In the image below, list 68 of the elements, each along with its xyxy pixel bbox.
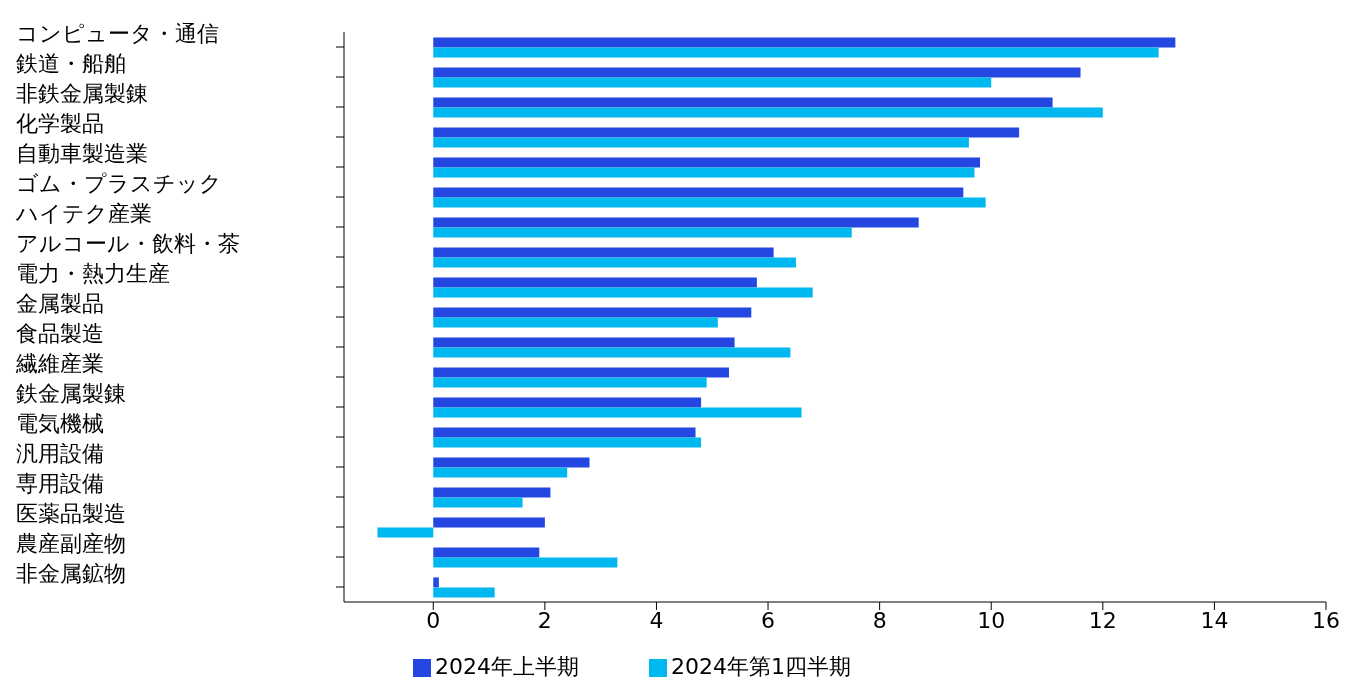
y-tick-label: 金属製品: [16, 291, 104, 316]
x-tick-label: 12: [1088, 607, 1117, 633]
x-tick-label: 8: [872, 607, 887, 633]
bar: [433, 97, 1053, 108]
x-tick-label: 2: [537, 607, 552, 633]
bar: [377, 527, 434, 538]
bar: [433, 217, 919, 228]
y-tick-label: 非金属鉱物: [16, 561, 126, 586]
bar: [433, 517, 545, 528]
x-tick-label: 14: [1200, 607, 1229, 633]
y-tick-label: ハイテク産業: [15, 201, 152, 226]
bar: [433, 197, 986, 208]
bar: [433, 187, 964, 198]
bar: [433, 577, 439, 588]
bar: [433, 157, 981, 168]
legend-label: 2024年第1四半期: [671, 654, 851, 679]
bar: [433, 487, 551, 498]
bar: [433, 307, 752, 318]
x-tick-label: 10: [977, 607, 1006, 633]
x-tick-label: 16: [1312, 607, 1340, 633]
bar: [433, 77, 992, 88]
bar: [433, 47, 1159, 58]
bar: [433, 497, 523, 508]
bar: [433, 317, 718, 328]
x-tick-label: 0: [426, 607, 441, 633]
bar: [433, 377, 707, 388]
y-tick-label: コンピュータ・通信: [16, 21, 219, 46]
y-tick-label: 医薬品製造: [16, 501, 126, 526]
bar: [433, 427, 696, 438]
y-tick-label: ゴム・プラスチック: [16, 171, 222, 196]
bar: [433, 547, 540, 558]
bar: [433, 397, 702, 408]
y-tick-label: 電力・熱力生産: [16, 261, 170, 286]
bar: [433, 67, 1081, 78]
bar: [433, 407, 802, 418]
bar: [433, 277, 757, 288]
y-tick-label: 繊維産業: [15, 351, 104, 376]
bar: [433, 127, 1020, 138]
bar: [433, 337, 735, 348]
y-tick-label: 電気機械: [16, 411, 104, 436]
y-tick-label: 鉄金属製錬: [16, 381, 126, 406]
bar: [433, 587, 495, 598]
bar: [433, 557, 618, 568]
x-tick-label: 4: [649, 607, 664, 633]
y-tick-label: 汎用設備: [16, 441, 104, 466]
x-tick-label: 6: [761, 607, 776, 633]
bar: [433, 37, 1176, 48]
y-tick-label: 農産副産物: [16, 531, 126, 556]
y-tick-label: 非鉄金属製錬: [16, 81, 148, 106]
y-tick-label: 食品製造: [16, 321, 104, 346]
bar: [433, 457, 590, 468]
bar: [433, 247, 774, 258]
bar: [433, 467, 568, 478]
bar: [433, 167, 975, 178]
bar: [433, 367, 729, 378]
y-tick-label: 鉄道・船舶: [16, 51, 126, 76]
bar: [433, 347, 791, 358]
y-tick-label: 専用設備: [16, 471, 104, 496]
y-tick-label: 自動車製造業: [16, 141, 148, 166]
y-tick-label: アルコール・飲料・茶: [16, 231, 240, 256]
bar: [433, 257, 796, 268]
y-tick-label: 化学製品: [16, 111, 104, 136]
bar: [433, 107, 1103, 118]
legend-label: 2024年上半期: [435, 654, 579, 679]
bar: [433, 437, 702, 448]
bar: [433, 227, 852, 238]
bar: [433, 287, 813, 298]
bar: [433, 137, 969, 148]
